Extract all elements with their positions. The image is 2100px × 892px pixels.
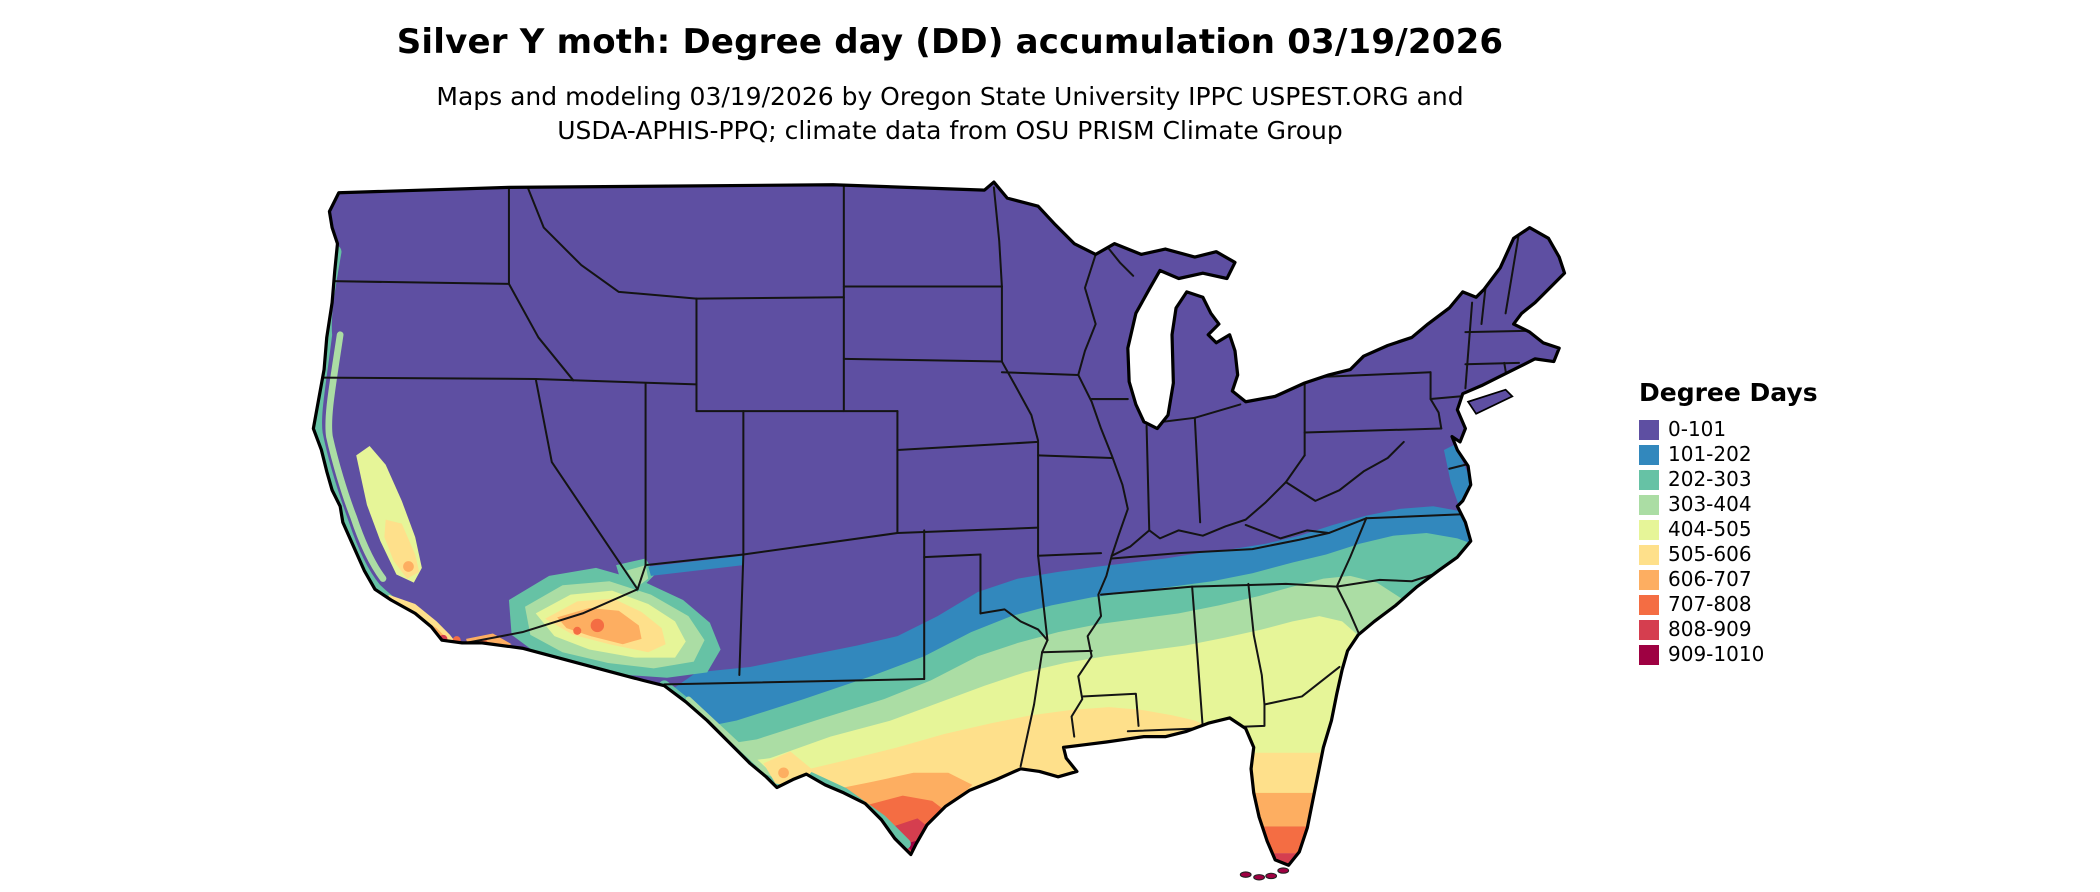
legend: Degree Days 0-101 101-202 202-303 303-40… [1639, 378, 1818, 667]
legend-label: 606-707 [1668, 567, 1752, 591]
legend-label: 909-1010 [1668, 642, 1765, 666]
legend-item-909-1010: 909-1010 [1639, 642, 1818, 667]
dd-hotspot-arizona-west [573, 626, 582, 635]
us-map-svg [311, 180, 1567, 881]
florida-keys [1239, 867, 1290, 881]
legend-item-707-808: 707-808 [1639, 592, 1818, 617]
legend-swatch-101-202 [1639, 444, 1659, 465]
map-fill-layers [313, 182, 1565, 866]
legend-swatch-909-1010 [1639, 644, 1659, 665]
legend-label: 808-909 [1668, 617, 1752, 641]
legend-label: 101-202 [1668, 442, 1752, 466]
legend-label: 404-505 [1668, 517, 1752, 541]
legend-item-303-404: 303-404 [1639, 492, 1818, 517]
legend-swatch-0-101 [1639, 419, 1659, 440]
dd-hotspot-bakersfield [403, 561, 414, 572]
legend-label: 303-404 [1668, 492, 1752, 516]
legend-swatch-404-505 [1639, 519, 1659, 540]
legend-swatch-707-808 [1639, 594, 1659, 615]
legend-label: 0-101 [1668, 417, 1727, 441]
subtitle-line-1: Maps and modeling 03/19/2026 by Oregon S… [436, 82, 1464, 111]
legend-swatch-505-606 [1639, 544, 1659, 565]
legend-item-404-505: 404-505 [1639, 517, 1818, 542]
dd-zone-808-909-texas [889, 818, 933, 852]
legend-swatch-808-909 [1639, 619, 1659, 640]
subtitle-line-2: USDA-APHIS-PPQ; climate data from OSU PR… [557, 116, 1343, 145]
legend-label: 707-808 [1668, 592, 1752, 616]
legend-item-606-707: 606-707 [1639, 567, 1818, 592]
dd-hotspot-big-bend [778, 767, 789, 779]
us-degree-day-map [308, 174, 1594, 884]
dd-zone-404-505-florida [1229, 707, 1353, 753]
state-borders [315, 183, 1531, 768]
legend-items: 0-101 101-202 202-303 303-404 404-505 50… [1639, 417, 1818, 667]
legend-swatch-606-707 [1639, 569, 1659, 590]
legend-label: 505-606 [1668, 542, 1752, 566]
dd-zone-303-404-california-coast [325, 331, 387, 582]
header: Silver Y moth: Degree day (DD) accumulat… [0, 22, 1900, 148]
legend-item-0-101: 0-101 [1639, 417, 1818, 442]
legend-title: Degree Days [1639, 378, 1818, 407]
subtitle: Maps and modeling 03/19/2026 by Oregon S… [0, 80, 1900, 148]
legend-item-202-303: 202-303 [1639, 467, 1818, 492]
legend-item-505-606: 505-606 [1639, 542, 1818, 567]
legend-item-101-202: 101-202 [1639, 442, 1818, 467]
dd-zone-707-808-florida [1245, 826, 1329, 854]
us-coastline [311, 180, 1567, 867]
long-island [1466, 388, 1514, 415]
page-title: Silver Y moth: Degree day (DD) accumulat… [396, 22, 1504, 62]
dd-zone-101-202-south-utah [648, 555, 744, 576]
legend-swatch-303-404 [1639, 494, 1659, 515]
legend-swatch-202-303 [1639, 469, 1659, 490]
legend-label: 202-303 [1668, 467, 1752, 491]
dd-hotspot-phoenix [590, 618, 605, 633]
legend-item-808-909: 808-909 [1639, 617, 1818, 642]
